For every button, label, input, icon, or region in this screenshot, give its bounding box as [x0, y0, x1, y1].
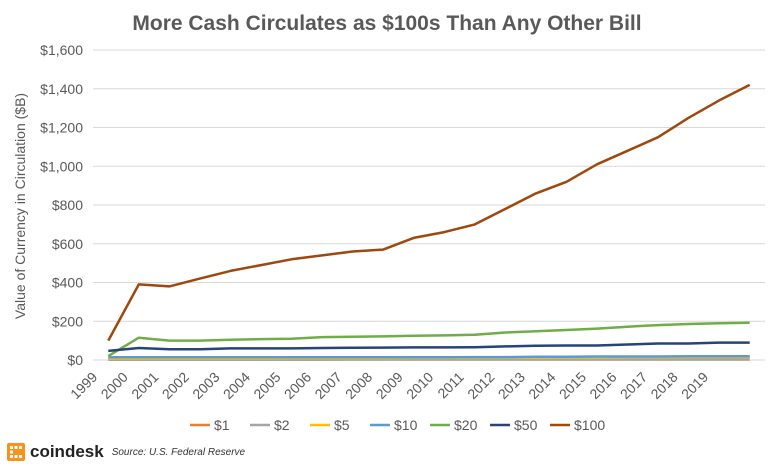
y-tick-label: $400 — [52, 275, 83, 291]
y-tick-label: $1,400 — [40, 81, 83, 97]
x-tick-label: 2009 — [373, 369, 406, 402]
series-lines — [107, 83, 751, 362]
coindesk-logo-icon — [7, 443, 25, 461]
legend-label: $20 — [454, 417, 478, 433]
x-tick-label: 2003 — [189, 369, 222, 402]
legend: $1 $2 $5 $10 $20 $50 $100 — [190, 417, 605, 433]
legend-label: $1 — [214, 417, 230, 433]
x-tick-label: 2001 — [128, 369, 161, 402]
x-tick-label: 2014 — [525, 369, 558, 402]
y-tick-label: $800 — [52, 197, 83, 213]
x-tick-label: 2013 — [495, 369, 528, 402]
legend-label: $50 — [514, 417, 538, 433]
series-line-10 — [108, 355, 750, 359]
series-line-50 — [108, 341, 750, 353]
x-tick-label: 2007 — [311, 369, 344, 402]
legend-label: $2 — [274, 417, 290, 433]
x-tick-label: 2004 — [220, 369, 253, 402]
legend-label: $5 — [334, 417, 350, 433]
source-note: Source: U.S. Federal Reserve — [111, 446, 246, 458]
y-tick-label: $1,600 — [40, 42, 83, 58]
x-tick-label: 2011 — [434, 369, 467, 402]
x-tick-label: 2008 — [342, 369, 375, 402]
y-tick-label: $1,200 — [40, 120, 83, 136]
x-tick-label: 2000 — [98, 369, 131, 402]
x-tick-label: 2018 — [647, 369, 680, 402]
x-tick-label: 2016 — [586, 369, 619, 402]
y-tick-label: $200 — [52, 313, 83, 329]
x-tick-label: 1999 — [67, 369, 100, 402]
footer: coindesk Source: U.S. Federal Reserve — [0, 437, 775, 467]
y-tick-label: $0 — [67, 352, 83, 368]
x-axis-ticks: 1999200020012002200320042005200620072008… — [67, 369, 711, 402]
y-tick-label: $600 — [52, 236, 83, 252]
x-tick-label: 2017 — [617, 369, 650, 402]
series-line-20 — [107, 321, 750, 358]
grid — [93, 49, 765, 361]
x-tick-label: 2010 — [403, 369, 436, 402]
y-axis-title: Value of Currency in Circulation ($B) — [12, 93, 28, 319]
y-tick-label: $1,000 — [40, 158, 83, 174]
chart-title: More Cash Circulates as $100s Than Any O… — [132, 12, 641, 35]
legend-label: $10 — [394, 417, 418, 433]
x-tick-label: 2019 — [678, 369, 711, 402]
x-tick-label: 2002 — [159, 369, 192, 402]
legend-label: $100 — [574, 417, 605, 433]
x-tick-label: 2005 — [250, 369, 283, 402]
y-axis-ticks: $0 $200 $400 $600 $800 $1,000 $1,200 $1,400 $1,6… — [40, 42, 83, 368]
x-tick-label: 2015 — [556, 369, 589, 402]
x-tick-label: 2006 — [281, 369, 314, 402]
x-tick-label: 2012 — [464, 369, 497, 402]
series-line-100 — [107, 83, 751, 342]
brand-name: coindesk — [30, 442, 104, 461]
